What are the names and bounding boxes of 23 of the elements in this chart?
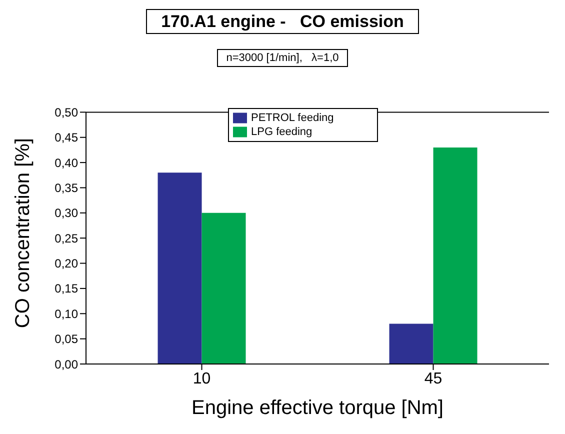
chart-title: 170.A1 engine - CO emission [146, 9, 419, 34]
x-tick-label: 10 [192, 370, 211, 388]
y-tick-label: 0,05 [54, 332, 78, 346]
y-axis-title: CO concentration [%] [12, 138, 34, 328]
y-tick-label: 0,50 [54, 105, 78, 120]
bar [389, 324, 434, 364]
chart-subtitle: n=3000 [1/min], λ=1,0 [217, 49, 348, 67]
y-tick-label: 0,10 [54, 306, 78, 321]
x-axis-title: Engine effective torque [Nm] [192, 397, 444, 419]
y-tick-label: 0,40 [54, 156, 78, 170]
bar [433, 147, 478, 364]
y-tick-label: 0,30 [54, 206, 78, 220]
y-tick-label: 0,25 [54, 231, 78, 246]
x-tick-label: 45 [424, 370, 442, 388]
y-tick-label: 0,45 [54, 130, 78, 145]
y-tick-label: 0,20 [54, 256, 78, 271]
y-tick-label: 0,15 [54, 282, 78, 296]
bar [158, 172, 202, 364]
bar [202, 212, 246, 364]
y-tick-label: 0,00 [54, 357, 78, 372]
legend-label: PETROL feeding [251, 112, 334, 124]
legend-label: LPG feeding [251, 126, 312, 138]
y-tick-label: 0,35 [54, 180, 78, 195]
